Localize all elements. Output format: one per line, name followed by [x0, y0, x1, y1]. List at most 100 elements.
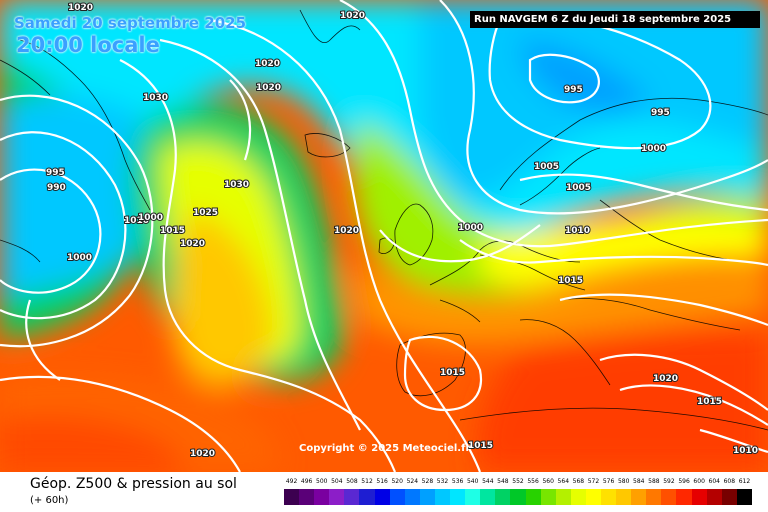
legend-tick: 576	[602, 478, 615, 485]
isobar-value-label: 1030	[224, 180, 249, 190]
legend-tick: 556	[527, 478, 539, 485]
isobar-value-label: 1020	[653, 374, 678, 384]
isobar-value-label: 1000	[641, 144, 666, 154]
legend-tick: 528	[421, 478, 434, 485]
isobar-value-label: 1020	[340, 11, 365, 21]
legend-tick: 548	[497, 478, 509, 485]
coastlines-borders	[0, 9, 768, 431]
legend-tick: 580	[617, 478, 630, 485]
legend-swatch	[736, 489, 752, 505]
legend-swatch	[299, 489, 315, 505]
isobar-value-label: 995	[46, 168, 65, 178]
legend-swatch	[616, 489, 632, 505]
legend-swatch	[450, 489, 466, 505]
isobar-value-label: 1010	[124, 216, 149, 226]
legend-tick: 500	[316, 478, 328, 485]
legend-tick: 520	[391, 478, 403, 485]
valid-date-label: Samedi 20 septembre 2025	[14, 14, 247, 32]
legend-tick: 516	[376, 478, 388, 485]
legend-tick: 564	[557, 478, 570, 485]
legend-tick: 612	[738, 478, 751, 485]
legend-swatch	[646, 489, 662, 505]
legend-tick: 536	[451, 478, 464, 485]
legend-tick: 592	[663, 478, 675, 485]
isobar-value-label: 995	[564, 85, 583, 95]
legend-swatch	[600, 489, 617, 505]
isobar-value-label: 1015	[440, 368, 465, 378]
copyright-label: Copyright © 2025 Meteociel.fr	[299, 443, 471, 454]
local-time-label: 20:00 locale	[16, 33, 160, 57]
legend-swatch	[434, 489, 451, 505]
legend-tick-labels: 492 496 500 504 508 512 516 520 524 528 532 536 540 5…	[284, 478, 752, 488]
forecast-lead-time: (+ 60h)	[30, 495, 69, 506]
legend-swatch	[540, 489, 556, 505]
isobars	[0, 0, 768, 472]
legend-swatch	[570, 489, 586, 505]
legend-swatch	[404, 489, 420, 505]
isobar-value-label: 1020	[334, 226, 359, 236]
legend-tick: 600	[693, 478, 705, 485]
isobar-value-label: 1010	[733, 446, 758, 456]
legend-tick: 512	[361, 478, 373, 485]
legend-swatch	[706, 489, 722, 505]
legend-swatch	[329, 489, 345, 505]
isobar-value-label: 1020	[255, 59, 280, 69]
geopotential-map-canvas: 1020102010201020103099599010001010101510…	[0, 0, 768, 472]
isobar-value-label: 1015	[160, 226, 185, 236]
legend-swatch	[661, 489, 677, 505]
isobar-value-label: 1015	[558, 276, 583, 286]
isobar-value-label: 1020	[256, 83, 281, 93]
legend-swatch	[284, 489, 300, 505]
isobar-value-label: 1005	[534, 162, 559, 172]
legend-swatch	[389, 489, 405, 505]
isobar-value-label: 1010	[565, 226, 590, 236]
legend-tick: 608	[723, 478, 736, 485]
isobar-value-label: 1025	[193, 208, 218, 218]
isobar-value-label: 1020	[180, 239, 205, 249]
legend-tick: 552	[512, 478, 524, 485]
isobar-value-label: 1020	[68, 3, 93, 13]
legend-swatch	[631, 489, 647, 505]
isobar-labels: 1020102010201020103099599010001010101510…	[45, 2, 759, 460]
legend-tick: 588	[648, 478, 660, 485]
isobar-value-label: 990	[47, 183, 66, 193]
isobar-value-label: 1020	[190, 449, 215, 459]
legend-color-scale	[284, 489, 752, 505]
legend-tick: 492	[285, 478, 298, 485]
legend-swatch	[525, 489, 541, 505]
isobar-value-label: 1005	[566, 183, 591, 193]
legend-tick: 524	[406, 478, 419, 485]
legend-swatch	[465, 489, 481, 505]
legend-swatch	[676, 489, 692, 505]
legend-swatch	[374, 489, 390, 505]
run-info-banner: Run NAVGEM 6 Z du Jeudi 18 septembre 202…	[470, 11, 760, 28]
legend-tick: 596	[678, 478, 690, 485]
legend-tick: 544	[482, 478, 494, 485]
legend-swatch	[344, 489, 360, 505]
legend-swatch	[359, 489, 375, 505]
isobar-value-label: 1015	[468, 441, 493, 451]
isobar-value-label: 1015	[697, 397, 722, 407]
legend-tick: 584	[633, 478, 645, 485]
legend-tick: 508	[346, 478, 358, 485]
isobar-value-label: 1000	[67, 253, 92, 263]
isobar-value-label: 1030	[143, 93, 168, 103]
legend-swatch	[691, 489, 707, 505]
legend-swatch	[555, 489, 571, 505]
legend-swatch	[480, 489, 496, 505]
legend-swatch	[495, 489, 511, 505]
legend-tick: 504	[331, 478, 343, 485]
isobar-value-label: 1000	[138, 213, 163, 223]
legend-tick: 568	[572, 478, 585, 485]
legend-tick: 540	[466, 478, 479, 485]
legend-tick: 572	[587, 478, 600, 485]
legend-swatch	[510, 489, 526, 505]
isobar-value-label: 1000	[458, 223, 483, 233]
legend-swatch	[314, 489, 330, 505]
legend-tick: 532	[436, 478, 449, 485]
map-footer: Géop. Z500 & pression au sol (+ 60h) 492…	[0, 472, 768, 512]
legend-tick: 560	[542, 478, 554, 485]
legend-swatch	[721, 489, 737, 505]
legend-tick: 604	[708, 478, 720, 485]
